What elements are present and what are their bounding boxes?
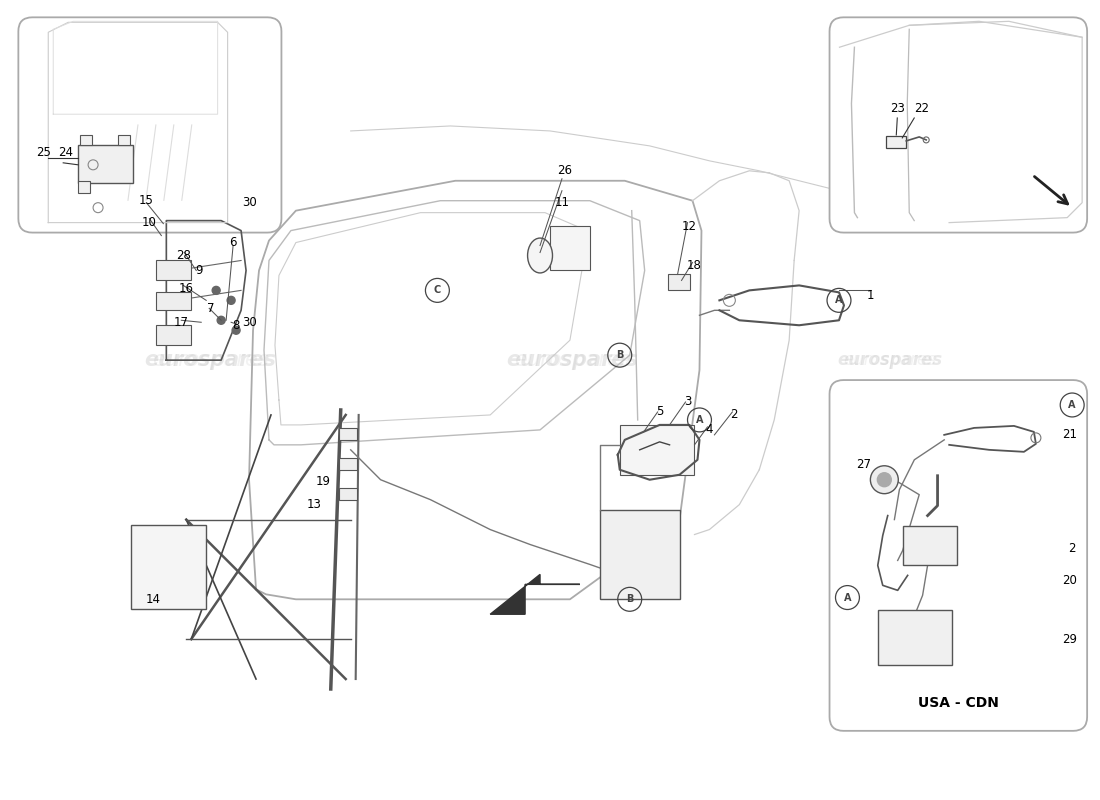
Ellipse shape [528, 238, 552, 273]
Text: 30: 30 [242, 196, 256, 209]
Text: 5: 5 [656, 406, 663, 418]
Bar [78, 145, 133, 182]
Bar [339, 458, 356, 470]
Text: 3: 3 [684, 395, 691, 409]
Bar [550, 226, 590, 270]
Text: 17: 17 [174, 316, 189, 329]
Bar [118, 135, 130, 145]
Bar [156, 326, 191, 345]
Text: 10: 10 [142, 216, 157, 229]
Text: 12: 12 [682, 220, 697, 233]
Text: 2: 2 [1068, 542, 1076, 555]
Bar [156, 261, 191, 281]
Text: 24: 24 [57, 146, 73, 159]
Text: 25: 25 [36, 146, 51, 159]
Bar [600, 510, 680, 599]
Circle shape [227, 296, 235, 304]
Text: eurospares: eurospares [144, 350, 276, 370]
Bar [80, 135, 92, 145]
Text: A: A [1068, 400, 1076, 410]
Bar [619, 425, 694, 474]
Text: 30: 30 [242, 316, 256, 329]
Text: 2: 2 [730, 409, 738, 422]
Circle shape [212, 286, 220, 294]
Bar [903, 526, 957, 566]
Bar [339, 488, 356, 500]
Bar [339, 428, 356, 440]
FancyBboxPatch shape [829, 18, 1087, 233]
Text: 6: 6 [230, 236, 236, 249]
Text: 20: 20 [1062, 574, 1077, 586]
Bar [132, 525, 206, 610]
Text: 22: 22 [914, 102, 928, 114]
Circle shape [232, 326, 240, 334]
Text: 27: 27 [856, 458, 871, 471]
Bar [878, 610, 953, 665]
Bar [156, 292, 191, 310]
FancyBboxPatch shape [829, 380, 1087, 731]
Text: A: A [695, 415, 703, 425]
Text: A: A [835, 295, 843, 306]
Text: USA - CDN: USA - CDN [917, 696, 999, 710]
Text: 7: 7 [208, 302, 214, 315]
Text: 28: 28 [176, 249, 190, 262]
Text: 29: 29 [1062, 633, 1077, 646]
Text: 1: 1 [867, 289, 875, 302]
Text: 16: 16 [179, 282, 194, 295]
Text: 19: 19 [316, 475, 330, 488]
Text: eurospares: eurospares [152, 350, 268, 370]
Circle shape [870, 466, 899, 494]
Text: 14: 14 [146, 593, 161, 606]
Text: A: A [844, 593, 851, 602]
Text: B: B [626, 594, 634, 604]
FancyBboxPatch shape [19, 18, 282, 233]
Bar [668, 274, 690, 290]
Bar [78, 181, 90, 193]
Text: eurospares: eurospares [514, 350, 630, 370]
Polygon shape [491, 574, 580, 614]
Text: B: B [616, 350, 624, 360]
Text: eurospares: eurospares [506, 350, 638, 370]
Text: 8: 8 [232, 318, 240, 332]
Text: 11: 11 [554, 196, 570, 209]
Text: C: C [433, 286, 441, 295]
Text: 18: 18 [688, 259, 702, 272]
Text: 9: 9 [196, 264, 204, 277]
Circle shape [217, 316, 226, 324]
Bar [887, 136, 906, 148]
Text: eurospares: eurospares [837, 351, 943, 369]
Text: 13: 13 [307, 498, 321, 511]
Text: 21: 21 [1062, 428, 1077, 442]
Text: 26: 26 [558, 164, 572, 178]
Circle shape [878, 473, 891, 486]
Text: 15: 15 [139, 194, 154, 207]
Text: eurospares: eurospares [844, 351, 936, 369]
Text: 4: 4 [706, 423, 713, 436]
Text: 23: 23 [890, 102, 904, 114]
